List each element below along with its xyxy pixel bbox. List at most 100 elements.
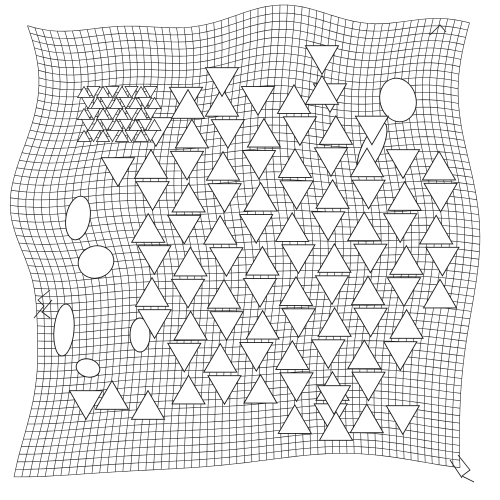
triangle-inclusion bbox=[279, 180, 314, 211]
triangle-inclusion bbox=[346, 211, 382, 242]
triangle-inclusion bbox=[318, 410, 354, 441]
small-triangle bbox=[124, 86, 139, 99]
triangle-inclusion bbox=[171, 374, 206, 405]
triangle-inclusion bbox=[278, 275, 314, 306]
void-hole bbox=[75, 358, 101, 378]
triangle-inclusion bbox=[349, 147, 385, 178]
triangle-inclusion bbox=[385, 405, 421, 436]
triangle-inclusion bbox=[316, 385, 352, 416]
triangle-inclusion bbox=[386, 277, 422, 308]
triangle-inclusion bbox=[243, 373, 278, 404]
small-triangle bbox=[118, 97, 134, 110]
triangle-inclusion bbox=[170, 278, 206, 309]
triangle-inclusion bbox=[311, 339, 346, 370]
triangle-inclusion bbox=[210, 119, 246, 150]
triangle-inclusion bbox=[353, 307, 388, 338]
small-triangle bbox=[137, 97, 153, 110]
triangle-inclusion bbox=[351, 179, 386, 210]
mesh-column-line bbox=[17, 27, 47, 477]
triangle-inclusion bbox=[207, 375, 242, 406]
triangle-inclusion bbox=[304, 74, 340, 105]
torn-strand bbox=[449, 459, 463, 479]
mesh-column-line bbox=[25, 29, 54, 477]
small-triangle bbox=[86, 108, 101, 121]
triangle-inclusion bbox=[166, 214, 202, 245]
torn-edges bbox=[33, 24, 475, 483]
small-triangle bbox=[137, 119, 153, 132]
triangle-inclusion bbox=[238, 214, 274, 244]
small-triangle bbox=[95, 129, 111, 142]
triangle-inclusion bbox=[202, 214, 238, 245]
triangle-inclusion bbox=[282, 116, 318, 147]
triangle-inclusion bbox=[354, 115, 390, 146]
small-triangle bbox=[143, 130, 158, 143]
small-triangle-lattice bbox=[76, 85, 162, 143]
triangle-inclusion bbox=[130, 212, 166, 243]
small-triangle bbox=[114, 129, 130, 142]
triangle-inclusion bbox=[315, 178, 350, 209]
triangle-inclusion bbox=[246, 117, 282, 148]
void-hole bbox=[53, 303, 75, 357]
triangle-inclusion bbox=[167, 342, 202, 373]
small-triangle bbox=[124, 108, 139, 121]
triangle-inclusion bbox=[135, 181, 170, 212]
small-triangle bbox=[86, 86, 101, 99]
mesh-column-line bbox=[142, 26, 159, 471]
triangle-inclusion bbox=[389, 244, 424, 275]
triangle-inclusion bbox=[304, 45, 340, 76]
triangle-inclusion bbox=[317, 242, 352, 273]
triangle-inclusion bbox=[317, 306, 352, 337]
small-triangle bbox=[143, 108, 158, 121]
triangle-inclusion bbox=[353, 243, 388, 274]
triangle-inclusion bbox=[351, 371, 386, 402]
triangle-inclusion bbox=[204, 67, 240, 98]
triangle-inclusion bbox=[243, 181, 278, 212]
triangle-inclusion bbox=[422, 278, 458, 309]
triangle-inclusion bbox=[173, 310, 208, 341]
mesh-column-line bbox=[158, 27, 174, 470]
triangle-inclusion bbox=[314, 275, 350, 306]
torn-strand bbox=[457, 454, 475, 483]
triangle-inclusion bbox=[209, 247, 244, 278]
small-triangle bbox=[99, 119, 115, 132]
triangle-inclusion bbox=[242, 278, 278, 308]
small-triangle bbox=[80, 97, 96, 110]
triangle-inclusion bbox=[205, 150, 241, 181]
triangle-inclusion bbox=[239, 342, 274, 372]
void-hole bbox=[65, 195, 91, 241]
void-holes bbox=[53, 77, 417, 378]
triangle-inclusion bbox=[245, 309, 280, 340]
triangle-inclusion bbox=[100, 157, 136, 188]
triangle-inclusion bbox=[170, 88, 206, 119]
triangle-inclusion bbox=[418, 214, 454, 245]
mesh-column-line bbox=[33, 30, 61, 477]
triangle-inclusion bbox=[423, 182, 458, 213]
triangle-inclusion bbox=[382, 213, 418, 244]
triangle-inclusion bbox=[349, 403, 385, 434]
triangle-inclusion bbox=[206, 278, 242, 309]
mesh-column-line bbox=[48, 31, 75, 476]
small-triangle bbox=[105, 108, 120, 121]
triangle-inclusion bbox=[133, 148, 169, 179]
triangle-inclusion bbox=[137, 309, 172, 340]
triangle-inclusion bbox=[389, 308, 424, 339]
triangle-inclusion bbox=[241, 150, 277, 180]
void-hole bbox=[77, 245, 115, 279]
triangle-inclusion bbox=[134, 276, 170, 307]
mesh-column-line bbox=[350, 22, 367, 454]
triangle-inclusion bbox=[274, 211, 310, 242]
torn-strand bbox=[429, 24, 447, 36]
small-triangle bbox=[76, 129, 92, 142]
triangle-inclusion bbox=[281, 244, 316, 275]
torn-strand bbox=[41, 299, 53, 319]
triangle-inclusions bbox=[68, 45, 460, 441]
triangle-inclusion bbox=[318, 114, 354, 145]
triangle-inclusion bbox=[130, 389, 166, 420]
small-triangle bbox=[143, 86, 158, 99]
small-triangle bbox=[86, 130, 101, 143]
triangle-inclusion bbox=[421, 150, 457, 181]
triangle-inclusion bbox=[425, 246, 460, 277]
triangle-inclusion bbox=[68, 390, 104, 421]
triangle-inclusion bbox=[240, 86, 276, 116]
